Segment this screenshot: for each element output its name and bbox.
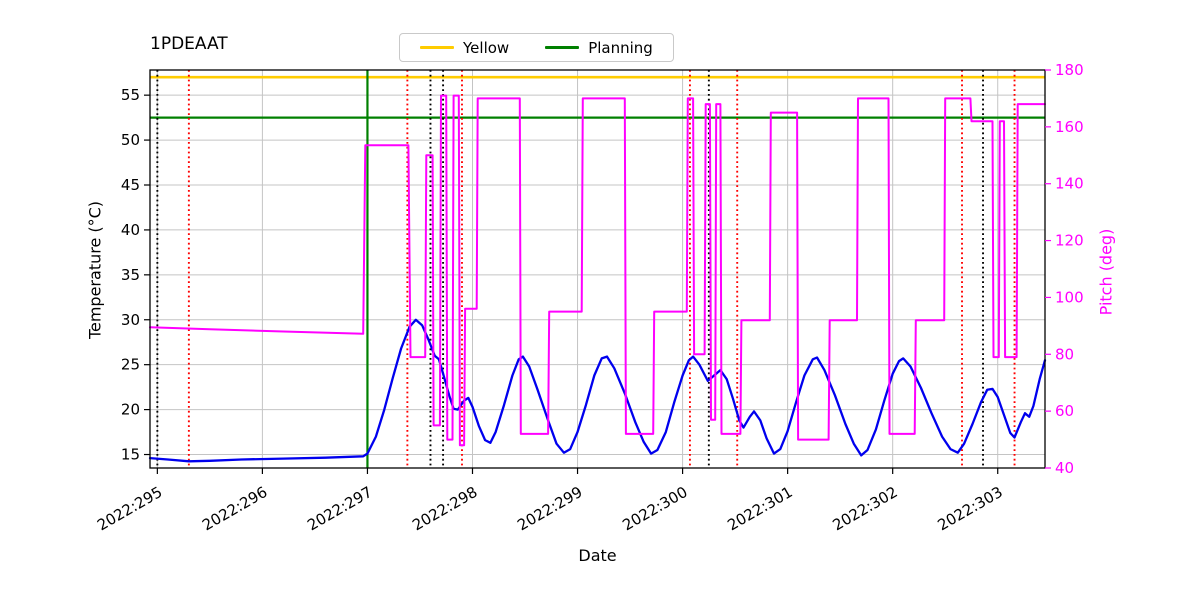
y-left-tick-label: 30 bbox=[121, 311, 140, 329]
x-tick-label: 2022:303 bbox=[934, 483, 1005, 535]
legend-label-planning: Planning bbox=[588, 38, 653, 57]
x-tick-label: 2022:296 bbox=[199, 483, 270, 535]
y-right-tick-label: 180 bbox=[1055, 61, 1084, 79]
planning-limit-line-sample bbox=[545, 46, 580, 49]
y-right-tick-label: 160 bbox=[1055, 118, 1084, 136]
x-tick-label: 2022:300 bbox=[619, 483, 690, 535]
x-tick-label: 2022:301 bbox=[724, 483, 795, 535]
y-left-tick-label: 20 bbox=[121, 401, 140, 419]
y-left-tick-label: 40 bbox=[121, 221, 140, 239]
legend-item-yellow: Yellow bbox=[420, 39, 509, 57]
y-left-tick-label: 15 bbox=[121, 446, 140, 464]
y-right-tick-label: 120 bbox=[1055, 232, 1084, 250]
y-right-tick-label: 60 bbox=[1055, 402, 1074, 420]
y-right-tick-label: 100 bbox=[1055, 288, 1084, 306]
y-left-tick-label: 25 bbox=[121, 356, 140, 374]
pitch-line bbox=[149, 94, 1046, 447]
y-left-tick-label: 35 bbox=[121, 266, 140, 284]
x-tick-label: 2022:298 bbox=[409, 483, 480, 535]
y-left-tick-label: 55 bbox=[121, 86, 140, 104]
legend-label-yellow: Yellow bbox=[463, 38, 510, 57]
chart-title: 1PDEAAT bbox=[150, 34, 228, 54]
x-tick-label: 2022:299 bbox=[514, 483, 585, 535]
x-tick-label: 2022:295 bbox=[94, 483, 165, 535]
yellow-limit-line-sample bbox=[420, 46, 454, 49]
y-left-tick-label: 50 bbox=[121, 131, 140, 149]
y-axis-label-right: Pitch (deg) bbox=[1096, 228, 1116, 316]
y-right-tick-label: 140 bbox=[1055, 175, 1084, 193]
y-right-tick-label: 80 bbox=[1055, 345, 1074, 363]
x-tick-label: 2022:302 bbox=[829, 483, 900, 535]
y-right-tick-label: 40 bbox=[1055, 459, 1074, 477]
x-tick-label: 2022:297 bbox=[304, 483, 375, 535]
y-axis-label-left: Temperature (°C) bbox=[85, 200, 105, 340]
y-left-tick-label: 45 bbox=[121, 176, 140, 194]
legend: Yellow Planning bbox=[399, 33, 674, 62]
legend-item-planning: Planning bbox=[545, 39, 653, 57]
temperature-line bbox=[148, 318, 1047, 463]
x-axis-label: Date bbox=[578, 546, 617, 565]
axes-border bbox=[149, 69, 1046, 469]
